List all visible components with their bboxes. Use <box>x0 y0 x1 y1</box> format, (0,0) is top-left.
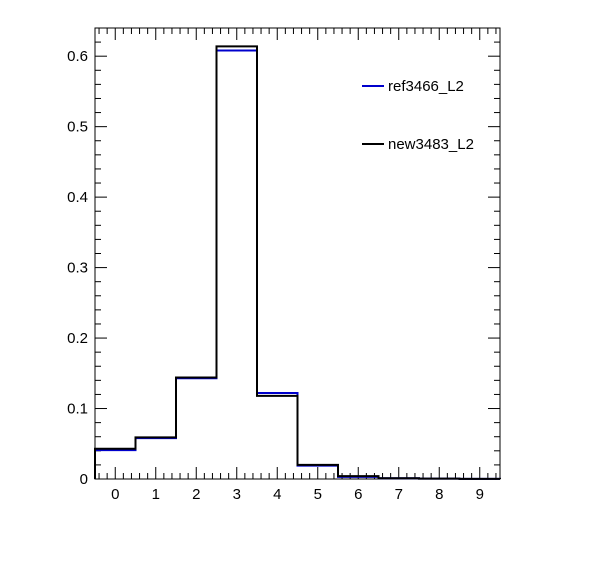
series-line-1 <box>94 45 501 480</box>
series-group <box>94 45 501 480</box>
x-tick-label: 2 <box>192 486 200 503</box>
x-tick-label: 9 <box>476 486 484 503</box>
x-tick-label: 1 <box>152 486 160 503</box>
x-tick-label: 0 <box>111 486 119 503</box>
y-tick-label: 0.6 <box>67 48 88 65</box>
y-tick-label: 0.1 <box>67 401 88 418</box>
legend-label: new3483_L2 <box>388 136 474 153</box>
x-tick-label: 4 <box>273 486 281 503</box>
y-tick-label: 0.2 <box>67 330 88 347</box>
tick-labels: 0 1 2 3 4 5 6 7 8 9 0 0.1 0.2 0.3 0.4 0.5 0.6 <box>67 48 484 503</box>
x-tick-label: 3 <box>233 486 241 503</box>
x-tick-label: 7 <box>395 486 403 503</box>
legend: ref3466_L2 new3483_L2 <box>362 78 474 153</box>
x-tick-label: 6 <box>354 486 362 503</box>
legend-label: ref3466_L2 <box>388 78 464 95</box>
y-tick-label: 0.4 <box>67 189 88 206</box>
y-tick-label: 0.3 <box>67 260 88 277</box>
x-tick-label: 8 <box>435 486 443 503</box>
y-tick-label: 0 <box>80 471 88 488</box>
y-tick-label: 0.5 <box>67 119 88 136</box>
x-tick-label: 5 <box>314 486 322 503</box>
